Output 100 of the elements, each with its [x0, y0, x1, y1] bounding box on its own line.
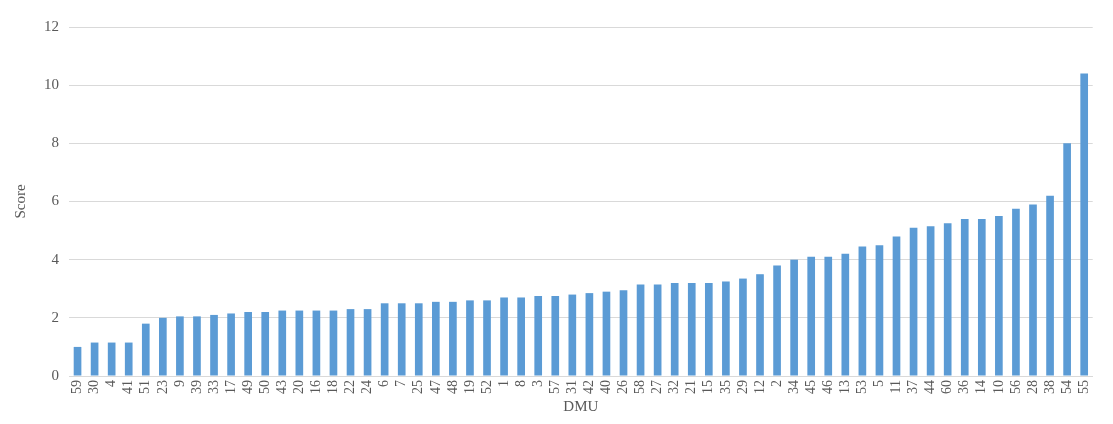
x-tick-label: 4	[103, 380, 119, 387]
x-tick-label: 12	[751, 380, 767, 394]
x-tick-label: 51	[137, 380, 153, 394]
x-tick-label: 44	[922, 380, 938, 394]
x-tick-label: 59	[69, 380, 85, 394]
bar	[1063, 143, 1071, 376]
x-tick-label: 40	[598, 380, 614, 394]
bar	[636, 284, 645, 376]
bar	[107, 342, 116, 376]
y-tick-label: 0	[51, 366, 59, 383]
x-tick-label: 25	[410, 380, 426, 394]
x-tick-label: 22	[342, 380, 358, 394]
bar	[551, 296, 560, 376]
x-tick-label: 36	[956, 380, 972, 394]
x-tick-label: 35	[717, 380, 733, 394]
x-tick-label: 34	[785, 380, 801, 394]
x-tick-label: 21	[683, 380, 699, 394]
x-tick-label: 17	[222, 380, 238, 394]
y-tick-label: 4	[51, 250, 60, 267]
bar	[568, 294, 577, 376]
bar	[926, 226, 935, 376]
x-tick-label: 30	[86, 380, 102, 394]
bar	[943, 223, 952, 376]
bar	[1046, 195, 1054, 376]
bar	[431, 301, 440, 376]
bar	[1012, 208, 1020, 376]
bar	[329, 310, 338, 376]
y-tick-label: 2	[51, 308, 59, 325]
x-tick-label: 33	[205, 380, 221, 394]
x-tick-label: 37	[905, 380, 921, 394]
bar	[449, 301, 457, 376]
x-tick-label: 23	[154, 380, 170, 394]
x-tick-label: 27	[649, 380, 665, 394]
bar	[995, 216, 1003, 376]
x-tick-label: 20	[291, 380, 307, 394]
x-tick-label: 1	[495, 380, 511, 387]
x-tick-label: 9	[171, 380, 187, 387]
bar	[824, 256, 833, 376]
bar	[1029, 204, 1037, 376]
bar	[892, 236, 901, 376]
bar	[585, 293, 594, 376]
bar	[670, 282, 679, 376]
bar	[500, 297, 508, 376]
bar	[278, 310, 287, 376]
x-tick-label: 5	[871, 380, 887, 387]
bar	[960, 218, 969, 376]
bar	[363, 309, 372, 376]
bar	[193, 316, 201, 376]
x-tick-label: 10	[990, 380, 1006, 394]
x-tick-label: 43	[273, 380, 289, 394]
bar	[858, 246, 867, 376]
x-tick-label: 3	[529, 380, 545, 387]
bar	[176, 316, 184, 376]
bar	[841, 253, 850, 376]
bar	[244, 312, 252, 376]
bar	[466, 300, 474, 376]
x-tick-label: 42	[581, 380, 597, 394]
bar	[346, 309, 355, 376]
bar	[653, 284, 662, 376]
bar	[756, 274, 764, 376]
x-tick-label: 14	[973, 380, 989, 394]
bar	[534, 296, 543, 376]
bar	[380, 303, 389, 376]
bar	[73, 346, 82, 376]
bar	[517, 297, 525, 376]
x-tick-label: 15	[700, 380, 716, 394]
bar	[227, 313, 235, 376]
bar	[807, 256, 816, 376]
x-tick-label: 13	[836, 380, 852, 394]
x-tick-label: 32	[666, 380, 682, 394]
x-tick-label: 56	[1007, 380, 1023, 394]
x-tick-label: 8	[512, 380, 528, 387]
bar	[397, 303, 406, 376]
x-tick-label: 45	[802, 380, 818, 394]
y-tick-label: 10	[44, 76, 59, 93]
x-axis-title: DMU	[563, 397, 599, 414]
bar	[704, 282, 713, 376]
bar	[722, 281, 730, 376]
bar	[141, 323, 150, 376]
bar	[414, 303, 423, 376]
x-tick-label: 7	[393, 380, 409, 387]
x-tick-label: 28	[1024, 380, 1040, 394]
bar	[773, 265, 781, 376]
bar	[261, 312, 270, 376]
bar	[124, 342, 133, 376]
bar	[210, 314, 218, 376]
x-tick-label: 49	[239, 380, 255, 394]
bar	[90, 342, 99, 376]
bar	[312, 310, 321, 376]
x-tick-label: 39	[188, 380, 204, 394]
x-tick-label: 48	[444, 380, 460, 394]
x-tick-label: 53	[854, 380, 870, 394]
y-tick-label: 8	[51, 134, 59, 151]
x-tick-label: 2	[768, 380, 784, 387]
x-tick-label: 46	[819, 380, 835, 394]
bar	[875, 245, 884, 376]
bar	[909, 227, 918, 376]
x-tick-label: 11	[888, 380, 904, 394]
x-tick-label: 47	[427, 380, 443, 394]
bar	[739, 278, 747, 376]
